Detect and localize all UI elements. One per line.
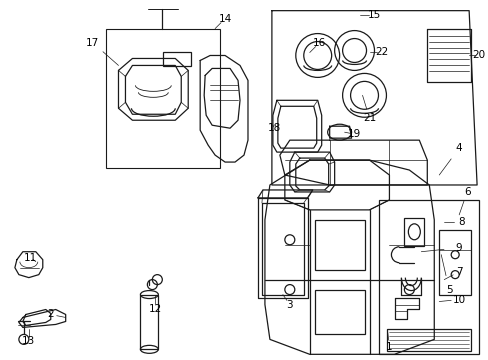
Text: 8: 8	[457, 217, 464, 227]
Text: 6: 6	[463, 187, 469, 197]
Text: 13: 13	[22, 336, 36, 346]
Bar	[379, 200, 478, 354]
Text: 20: 20	[471, 50, 485, 60]
Bar	[163, 53, 191, 67]
Text: 11: 11	[24, 253, 38, 263]
Text: 5: 5	[445, 284, 451, 294]
Text: 22: 22	[374, 48, 387, 58]
Text: 14: 14	[218, 14, 231, 24]
Text: 1: 1	[386, 342, 392, 352]
Bar	[105, 28, 220, 168]
Text: 19: 19	[347, 129, 361, 139]
Text: 16: 16	[312, 37, 325, 48]
Text: 10: 10	[452, 294, 465, 305]
Text: 3: 3	[286, 300, 292, 310]
Text: 15: 15	[367, 10, 380, 20]
Text: 7: 7	[455, 267, 462, 276]
Text: 9: 9	[455, 243, 462, 253]
Text: 21: 21	[362, 113, 375, 123]
Text: 17: 17	[86, 37, 99, 48]
Bar	[140, 294, 158, 349]
Bar	[386, 329, 470, 351]
Bar	[438, 230, 470, 294]
Text: 12: 12	[148, 305, 162, 315]
Bar	[314, 220, 364, 270]
Text: 4: 4	[455, 143, 462, 153]
Text: 2: 2	[47, 310, 54, 319]
Text: 18: 18	[268, 123, 281, 133]
Bar	[314, 289, 364, 334]
Bar	[404, 218, 424, 246]
